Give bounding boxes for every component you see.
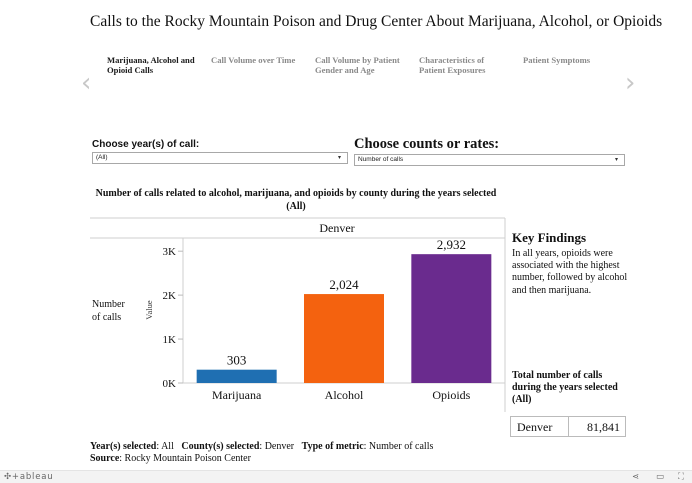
chevron-left-icon[interactable]: ‹	[81, 68, 92, 98]
total-calls-value: 81,841	[587, 420, 620, 434]
y-tick-label: 2K	[163, 290, 177, 302]
metric-dropdown-value: Number of calls	[358, 156, 404, 163]
comment-icon[interactable]: ▭	[656, 472, 665, 482]
data-label-opioids: 2,932	[437, 237, 466, 252]
bar-alcohol[interactable]	[304, 294, 384, 383]
metric-filter-label: Choose counts or rates:	[354, 136, 500, 152]
panel-header-denver: Denver	[319, 221, 354, 235]
data-label-marijuana: 303	[227, 353, 247, 368]
x-tick-label-alcohol: Alcohol	[325, 388, 364, 402]
dashboard-title: Calls to the Rocky Mountain Poison and D…	[90, 13, 663, 30]
year-dropdown-value: (All)	[96, 154, 108, 161]
key-findings-text: In all years, opioids were associated wi…	[512, 248, 628, 296]
tab-call-volume-over-time[interactable]: Call Volume over Time	[211, 55, 296, 65]
total-calls-label: Total number of calls during the years s…	[512, 370, 618, 405]
x-tick-label-opioids: Opioids	[432, 388, 470, 402]
x-tick-label-marijuana: Marijuana	[212, 388, 262, 402]
year-filter-label: Choose year(s) of call:	[92, 139, 200, 150]
selection-summary: Year(s) selected: All County(s) selected…	[90, 441, 434, 452]
y-tick-label: 1K	[163, 334, 177, 346]
tab-marijuana-alcohol-opioid-calls[interactable]: Marijuana, Alcohol and Opioid Calls	[107, 55, 195, 75]
chevron-right-icon[interactable]: ›	[625, 68, 636, 98]
chevron-down-icon: ▾	[614, 157, 618, 163]
chevron-down-icon: ▾	[337, 155, 341, 161]
chart-title: Number of calls related to alcohol, mari…	[95, 188, 497, 212]
bar-marijuana[interactable]	[196, 369, 277, 383]
tab-patient-symptoms[interactable]: Patient Symptoms	[523, 55, 591, 65]
y-axis-title-line1: Number	[92, 299, 125, 310]
y-axis-value-label: Value	[144, 300, 154, 320]
source-note: Source: Rocky Mountain Poison Center	[90, 453, 251, 464]
metric-dropdown[interactable]: Number of calls ▾	[354, 154, 625, 166]
y-axis-title-line2: of calls	[92, 312, 121, 323]
y-tick-label: 0K	[163, 378, 177, 390]
total-calls-table: Denver 81,841	[510, 416, 626, 437]
fullscreen-icon[interactable]: ⛶	[678, 472, 684, 482]
total-county: Denver	[517, 420, 553, 434]
key-findings-title: Key Findings	[512, 230, 587, 245]
tab-characteristics-exposures[interactable]: Characteristics of Patient Exposures	[419, 55, 486, 75]
year-dropdown[interactable]: (All) ▾	[92, 152, 348, 164]
table-divider	[568, 417, 569, 436]
share-icon[interactable]: ⋖	[632, 472, 640, 482]
data-label-alcohol: 2,024	[329, 277, 359, 292]
bar-opioids[interactable]	[411, 254, 492, 383]
y-tick-label: 3K	[163, 246, 177, 258]
tableau-logo[interactable]: ✣+ableau	[4, 472, 54, 482]
tab-call-volume-gender-age[interactable]: Call Volume by Patient Gender and Age	[315, 55, 400, 75]
tableau-toolbar: ✣+ableau ⋖ ▭ ⛶	[0, 470, 692, 483]
